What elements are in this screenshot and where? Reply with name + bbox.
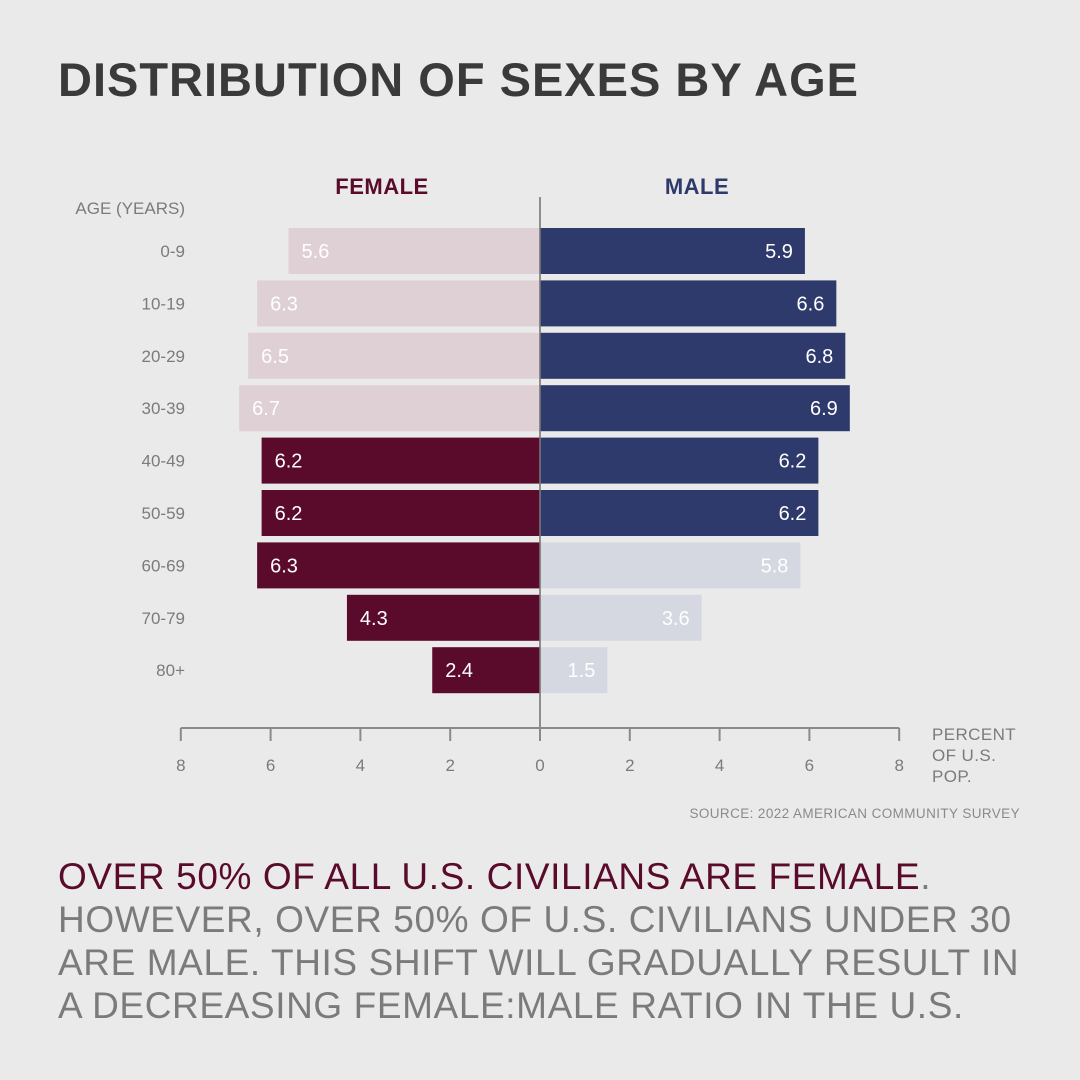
age-label: 60-69 <box>142 556 185 575</box>
age-label: 0-9 <box>160 242 185 261</box>
female-value-label: 6.2 <box>275 503 303 525</box>
female-value-label: 6.7 <box>252 398 280 420</box>
x-axis-label: OF U.S. <box>932 746 996 765</box>
age-label: 40-49 <box>142 452 185 471</box>
male-bar <box>540 594 702 641</box>
female-value-label: 6.2 <box>275 451 303 473</box>
female-value-label: 6.3 <box>270 555 298 577</box>
male-value-label: 6.9 <box>810 398 838 420</box>
legend-male: MALE <box>665 174 729 199</box>
male-value-label: 6.6 <box>797 293 825 315</box>
female-value-label: 6.5 <box>261 346 289 368</box>
source-note: SOURCE: 2022 AMERICAN COMMUNITY SURVEY <box>689 806 1020 821</box>
age-label: 10-19 <box>142 294 185 313</box>
female-bar <box>248 332 540 379</box>
male-value-label: 1.5 <box>568 660 596 682</box>
x-tick-label: 4 <box>356 756 365 775</box>
age-label: 70-79 <box>142 609 185 628</box>
male-value-label: 3.6 <box>662 608 690 630</box>
male-bar <box>540 542 801 589</box>
male-value-label: 6.2 <box>779 451 807 473</box>
male-value-label: 6.8 <box>806 346 834 368</box>
x-tick-label: 4 <box>715 756 724 775</box>
x-tick-label: 6 <box>805 756 814 775</box>
male-bar <box>540 437 819 484</box>
x-tick-label: 6 <box>266 756 275 775</box>
caption: OVER 50% OF ALL U.S. CIVILIANS ARE FEMAL… <box>58 855 1038 1027</box>
male-bar <box>540 228 805 274</box>
female-bar <box>288 228 540 274</box>
female-bar <box>346 594 540 641</box>
caption-rest: . HOWEVER, OVER 50% OF U.S. CIVILIANS UN… <box>58 856 1020 1026</box>
male-bar <box>540 647 608 694</box>
age-label: 30-39 <box>142 399 185 418</box>
x-tick-label: 2 <box>625 756 634 775</box>
female-bar <box>261 490 540 536</box>
female-bar <box>261 437 540 484</box>
female-value-label: 6.3 <box>270 293 298 315</box>
female-value-label: 4.3 <box>360 608 388 630</box>
male-bar <box>540 385 850 432</box>
x-tick-label: 8 <box>894 756 903 775</box>
chart-title: DISTRIBUTION OF SEXES BY AGE <box>58 53 859 106</box>
legend-female: FEMALE <box>335 174 428 199</box>
x-tick-label: 8 <box>176 756 185 775</box>
male-bar <box>540 490 819 536</box>
female-bar <box>432 647 540 694</box>
x-axis-label: POP. <box>932 767 972 786</box>
male-value-label: 5.9 <box>765 241 793 263</box>
female-value-label: 5.6 <box>302 241 330 263</box>
x-tick-label: 2 <box>445 756 454 775</box>
population-pyramid-chart: FEMALE MALE AGE (YEARS) 0-9 5.6 5.9 10-19 6.3 6.… <box>75 174 1016 786</box>
age-label: 20-29 <box>142 347 185 366</box>
x-tick-label: 0 <box>535 756 544 775</box>
female-bar <box>239 385 541 432</box>
male-value-label: 6.2 <box>779 503 807 525</box>
male-bar <box>540 280 837 327</box>
female-bar <box>257 280 540 327</box>
female-bar <box>257 542 540 589</box>
x-axis-label: PERCENT <box>932 725 1016 744</box>
male-value-label: 5.8 <box>761 555 789 577</box>
age-label: 50-59 <box>142 504 185 523</box>
male-bar <box>540 332 846 379</box>
female-value-label: 2.4 <box>445 660 473 682</box>
caption-highlight: OVER 50% OF ALL U.S. CIVILIANS ARE FEMAL… <box>58 856 921 897</box>
age-label: 80+ <box>156 661 185 680</box>
y-axis-label: AGE (YEARS) <box>75 199 185 218</box>
